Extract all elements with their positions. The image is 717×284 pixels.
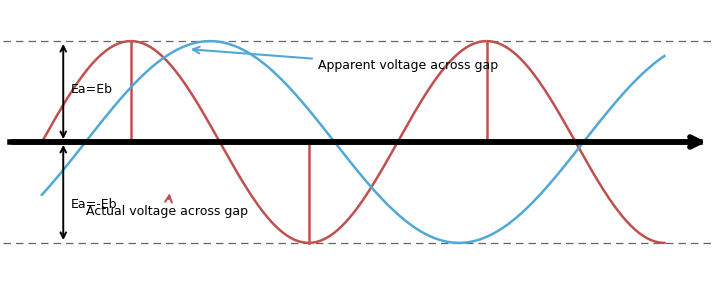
Text: Ea=-Eb: Ea=-Eb: [70, 198, 117, 211]
Text: Apparent voltage across gap: Apparent voltage across gap: [193, 47, 498, 72]
Text: Actual voltage across gap: Actual voltage across gap: [86, 195, 248, 218]
Text: Ea=Eb: Ea=Eb: [70, 83, 113, 96]
